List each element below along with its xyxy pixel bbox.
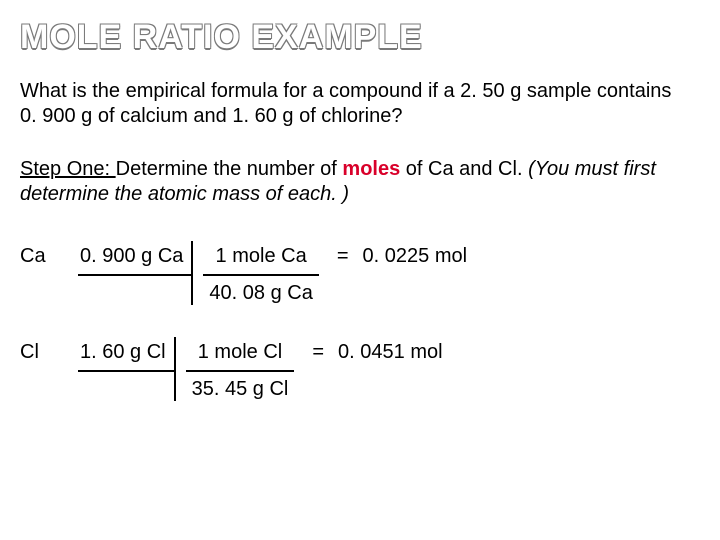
step-text-after: of Ca and Cl. (400, 158, 528, 180)
conversion-denominator: 35. 45 g Cl (186, 372, 295, 401)
result-value: 0. 0225 mol (363, 241, 468, 268)
equals-sign: = (319, 241, 363, 268)
mass-value: 1. 60 g Cl (78, 337, 174, 372)
fraction-area: 1. 60 g Cl 1 mole Cl 35. 45 g Cl (78, 337, 294, 401)
calc-row-ca: Ca 0. 900 g Ca 1 mole Ca 40. 08 g Ca = 0… (20, 241, 700, 305)
mass-value: 0. 900 g Ca (78, 241, 191, 276)
conversion: 1 mole Ca 40. 08 g Ca (193, 241, 318, 305)
step-highlight: moles (342, 158, 400, 180)
conversion: 1 mole Cl 35. 45 g Cl (176, 337, 295, 401)
step-one: Step One: Determine the number of moles … (20, 157, 690, 207)
step-label: Step One: (20, 158, 116, 180)
equals-sign: = (294, 337, 338, 364)
conversion-numerator: 1 mole Ca (203, 241, 318, 276)
step-text-before: Determine the number of (116, 158, 343, 180)
fraction-area: 0. 900 g Ca 1 mole Ca 40. 08 g Ca (78, 241, 319, 305)
slide-title: MOLE RATIO EXAMPLE (20, 18, 700, 57)
question-text: What is the empirical formula for a comp… (20, 79, 690, 129)
conversion-numerator: 1 mole Cl (186, 337, 295, 372)
element-symbol: Cl (20, 337, 78, 364)
calc-row-cl: Cl 1. 60 g Cl 1 mole Cl 35. 45 g Cl = 0.… (20, 337, 700, 401)
element-symbol: Ca (20, 241, 78, 268)
result-value: 0. 0451 mol (338, 337, 443, 364)
conversion-denominator: 40. 08 g Ca (203, 276, 318, 305)
